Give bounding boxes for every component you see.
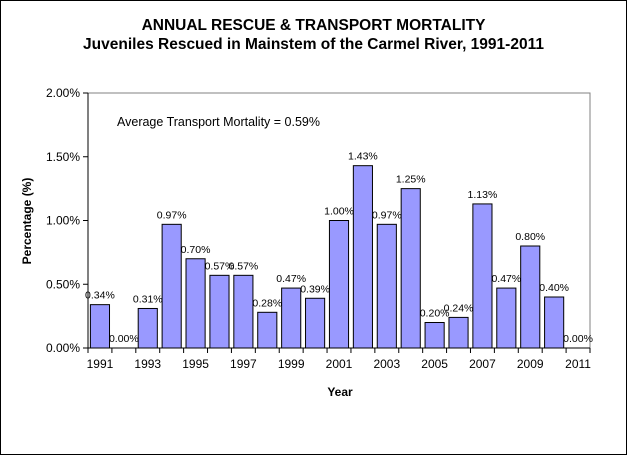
data-label-1995: 0.70% <box>181 244 211 256</box>
bar-1991 <box>89 304 111 349</box>
x-axis-title: Year <box>327 385 353 399</box>
x-tick-label: 1999 <box>278 357 305 371</box>
bar-1998 <box>257 311 278 349</box>
y-tick-label: 0.00% <box>46 341 80 355</box>
bar-2009 <box>520 245 541 349</box>
data-label-1999: 0.47% <box>276 273 306 285</box>
bar-2004 <box>400 188 421 349</box>
x-tick-label: 2005 <box>421 357 448 371</box>
data-label-2005: 0.20% <box>420 308 450 320</box>
bar-1993 <box>137 307 158 349</box>
x-tick-label: 2003 <box>373 357 400 371</box>
data-label-2009: 0.80% <box>515 231 545 243</box>
bar-2010 <box>544 296 565 349</box>
data-label-1996: 0.57% <box>205 260 235 272</box>
bar-2005 <box>424 322 445 349</box>
bar-2003 <box>376 223 397 349</box>
bar-1997 <box>233 274 254 349</box>
x-tick-label: 1995 <box>182 357 209 371</box>
chart-title: ANNUAL RESCUE & TRANSPORT MORTALITY <box>141 17 486 34</box>
data-label-1991: 0.34% <box>85 290 115 302</box>
bar-2000 <box>305 297 326 349</box>
data-label-1994: 0.97% <box>157 209 187 221</box>
x-tick-label: 2009 <box>517 357 544 371</box>
bar-2007 <box>472 203 493 349</box>
data-label-2011: 0.00% <box>563 333 593 345</box>
bar-2006 <box>448 316 469 349</box>
bar-1995 <box>185 258 206 349</box>
data-label-1997: 0.57% <box>228 260 258 272</box>
bar-2002 <box>352 165 373 349</box>
y-tick-label: 0.50% <box>46 277 80 291</box>
data-label-2002: 1.43% <box>348 151 378 163</box>
chart-subtitle: Juveniles Rescued in Mainstem of the Car… <box>83 36 544 53</box>
x-tick-label: 2001 <box>326 357 353 371</box>
bar-1996 <box>209 274 230 349</box>
data-label-1998: 0.28% <box>252 297 282 309</box>
x-tick-label: 1991 <box>87 357 114 371</box>
bar-1994 <box>161 223 182 349</box>
y-tick-label: 2.00% <box>46 86 80 100</box>
data-label-2007: 1.13% <box>468 189 498 201</box>
y-tick-label: 1.50% <box>46 150 80 164</box>
data-label-2004: 1.25% <box>396 174 426 186</box>
data-label-2006: 0.24% <box>444 302 474 314</box>
data-label-2008: 0.47% <box>491 273 521 285</box>
y-axis-title: Percentage (%) <box>20 178 34 265</box>
x-tick-label: 1993 <box>134 357 161 371</box>
plot-area: 0.00% 0.50% 1.00% 1.50% 2.00% 0.34% 0.00% 0.31%… <box>46 86 593 371</box>
data-label-2001: 1.00% <box>324 206 354 218</box>
x-tick-label: 2007 <box>469 357 496 371</box>
x-tick-label: 1997 <box>230 357 257 371</box>
average-annotation: Average Transport Mortality = 0.59% <box>117 115 320 129</box>
x-tick-label: 2011 <box>565 357 591 371</box>
data-label-2003: 0.97% <box>372 209 402 221</box>
data-label-2000: 0.39% <box>300 283 330 295</box>
bar-2008 <box>496 287 517 349</box>
y-tick-label: 1.00% <box>46 214 80 228</box>
data-label-1992: 0.00% <box>109 333 139 345</box>
data-label-1993: 0.31% <box>133 293 163 305</box>
bar-2001 <box>328 220 350 349</box>
data-label-2010: 0.40% <box>539 282 569 294</box>
bar-1999 <box>281 287 302 349</box>
